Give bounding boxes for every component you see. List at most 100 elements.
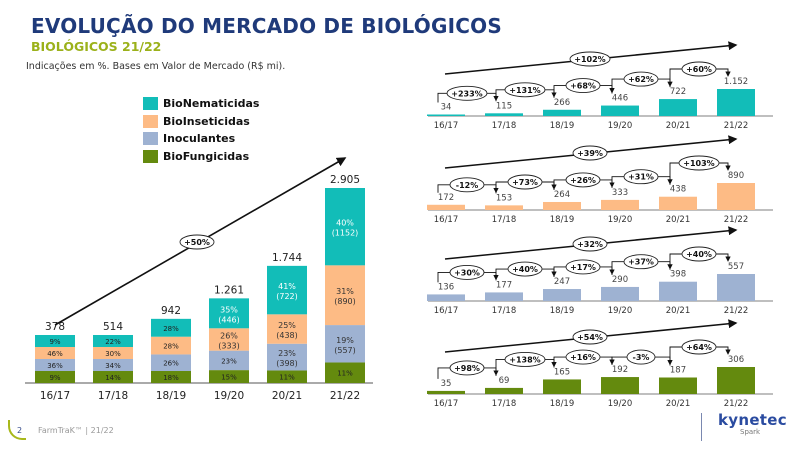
segment-pct-label: 9%: [49, 374, 60, 382]
panel-value-label: 247: [554, 277, 570, 287]
panel-value-label: 266: [554, 98, 570, 108]
step-growth-label-pill: [449, 177, 485, 193]
panel-bar: [659, 99, 697, 116]
overall-growth-label: +50%: [184, 238, 210, 247]
panel-value-label: 264: [554, 190, 570, 200]
step-growth-label-pill: [449, 360, 485, 376]
panel-overall-growth-label-pill: [572, 236, 608, 252]
step-growth-label-pill: [507, 174, 543, 190]
page-title: EVOLUÇÃO DO MERCADO DE BIOLÓGICOS: [31, 14, 502, 38]
panel-value-label: 153: [496, 193, 512, 203]
panel-bar: [659, 196, 697, 210]
page-number: 2: [17, 426, 23, 435]
panel-x-tick-label: 20/21: [666, 121, 691, 131]
panel-value-label: 34: [441, 103, 452, 113]
panel-value-label: 172: [438, 193, 454, 203]
bar-segment: [325, 188, 365, 266]
segment-pct-label: 23%: [278, 349, 296, 358]
bar-segment: [93, 359, 133, 371]
panel-x-tick-label: 21/22: [724, 399, 749, 409]
panel-value-label: 333: [612, 188, 628, 198]
panel-value-label: 438: [670, 185, 686, 195]
spark-logo: Spark: [740, 428, 761, 436]
segment-pct-label: 31%: [336, 287, 354, 296]
panel-bar: [543, 289, 581, 301]
bar-segment: [267, 265, 307, 315]
legend-item: BioFungicidas: [143, 148, 259, 166]
panel-x-tick-label: 17/18: [492, 306, 517, 316]
x-tick-label: 16/17: [40, 390, 70, 402]
panel-bar: [427, 114, 465, 116]
segment-pct-label: 41%: [278, 282, 296, 291]
panel-bar: [427, 390, 465, 394]
panel-overall-growth-label-pill: [572, 329, 608, 345]
page-subtitle: BIOLÓGICOS 21/22: [31, 39, 162, 54]
step-growth-label-pill: [678, 155, 720, 171]
segment-pct-label: 40%: [336, 219, 354, 228]
step-growth-label: +98%: [454, 364, 480, 373]
divider: [701, 413, 702, 441]
x-tick-label: 20/21: [272, 390, 302, 402]
panel-bar: [601, 377, 639, 394]
bar-segment: [93, 347, 133, 359]
segment-pct-label: 26%: [163, 360, 179, 368]
segment-pct-label: 28%: [163, 343, 179, 351]
legend-item: BioInseticidas: [143, 113, 259, 131]
panel-x-tick-label: 18/19: [550, 121, 575, 131]
panel-bar: [485, 113, 523, 116]
panel-x-tick-label: 18/19: [550, 215, 575, 225]
panel-value-label: 192: [612, 365, 628, 375]
step-growth-label-pill: [681, 61, 717, 77]
bar-segment: [151, 336, 191, 355]
step-growth-label: +17%: [570, 263, 596, 272]
segment-pct-label: 19%: [336, 336, 354, 345]
panel-bar: [659, 377, 697, 394]
panel-overall-growth-label: +39%: [577, 149, 603, 158]
panel-overall-growth-label: +54%: [577, 333, 603, 342]
legend-label: BioFungicidas: [163, 149, 250, 163]
panel-bar: [485, 205, 523, 210]
step-growth-label: -3%: [633, 353, 650, 362]
bar-segment: [325, 265, 365, 326]
panel-bar: [659, 281, 697, 301]
panel-bar: [601, 199, 639, 210]
bar-segment: [325, 362, 365, 383]
step-growth-label-pill: [681, 246, 717, 262]
panel-bar: [717, 274, 755, 301]
total-label: 1.744: [272, 252, 302, 264]
panel-bar: [543, 379, 581, 394]
panel-overall-growth-label: +32%: [577, 240, 603, 249]
panel-value-label: 177: [496, 280, 512, 290]
segment-pct-label: 22%: [105, 338, 121, 346]
kynetec-logo: kynetec: [718, 411, 787, 429]
panel-value-label: 446: [612, 94, 628, 104]
bar-segment: [35, 359, 75, 371]
segment-value-label: (1152): [332, 229, 359, 238]
total-label: 1.261: [214, 284, 244, 296]
bar-segment: [151, 371, 191, 383]
panel-x-tick-label: 20/21: [666, 399, 691, 409]
panel-x-tick-label: 16/17: [434, 306, 459, 316]
total-label: 942: [161, 305, 181, 317]
panel-bar: [543, 109, 581, 116]
step-growth-label: +68%: [570, 82, 596, 91]
total-label: 378: [45, 321, 65, 333]
legend-label: Inoculantes: [163, 132, 236, 146]
segment-pct-label: 23%: [221, 357, 237, 365]
segment-pct-label: 28%: [163, 325, 179, 333]
overall-growth-label-pill: [179, 234, 215, 250]
segment-pct-label: 34%: [105, 362, 121, 370]
step-growth-label-pill: [623, 71, 659, 87]
legend-item: BioNematicidas: [143, 95, 259, 113]
x-tick-label: 21/22: [330, 390, 360, 402]
step-growth-label: +30%: [454, 268, 480, 277]
panel-value-label: 187: [670, 366, 686, 376]
step-growth-label-pill: [565, 172, 601, 188]
step-growth-label: +31%: [628, 173, 654, 182]
panel-bar: [717, 367, 755, 394]
bar-segment: [267, 343, 307, 371]
legend-item: Inoculantes: [143, 130, 259, 148]
step-growth-label: +131%: [509, 86, 540, 95]
panel-value-label: 35: [441, 379, 452, 389]
panel-value-label: 398: [670, 270, 686, 280]
